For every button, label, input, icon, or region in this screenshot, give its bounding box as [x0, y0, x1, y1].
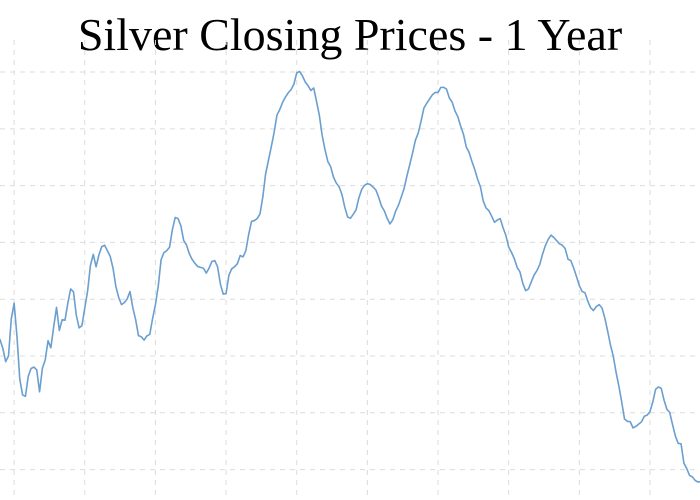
grid: [0, 40, 698, 498]
series-layer: [0, 70, 700, 483]
chart-title: Silver Closing Prices - 1 Year: [77, 9, 623, 60]
series-line-0: [0, 70, 700, 483]
